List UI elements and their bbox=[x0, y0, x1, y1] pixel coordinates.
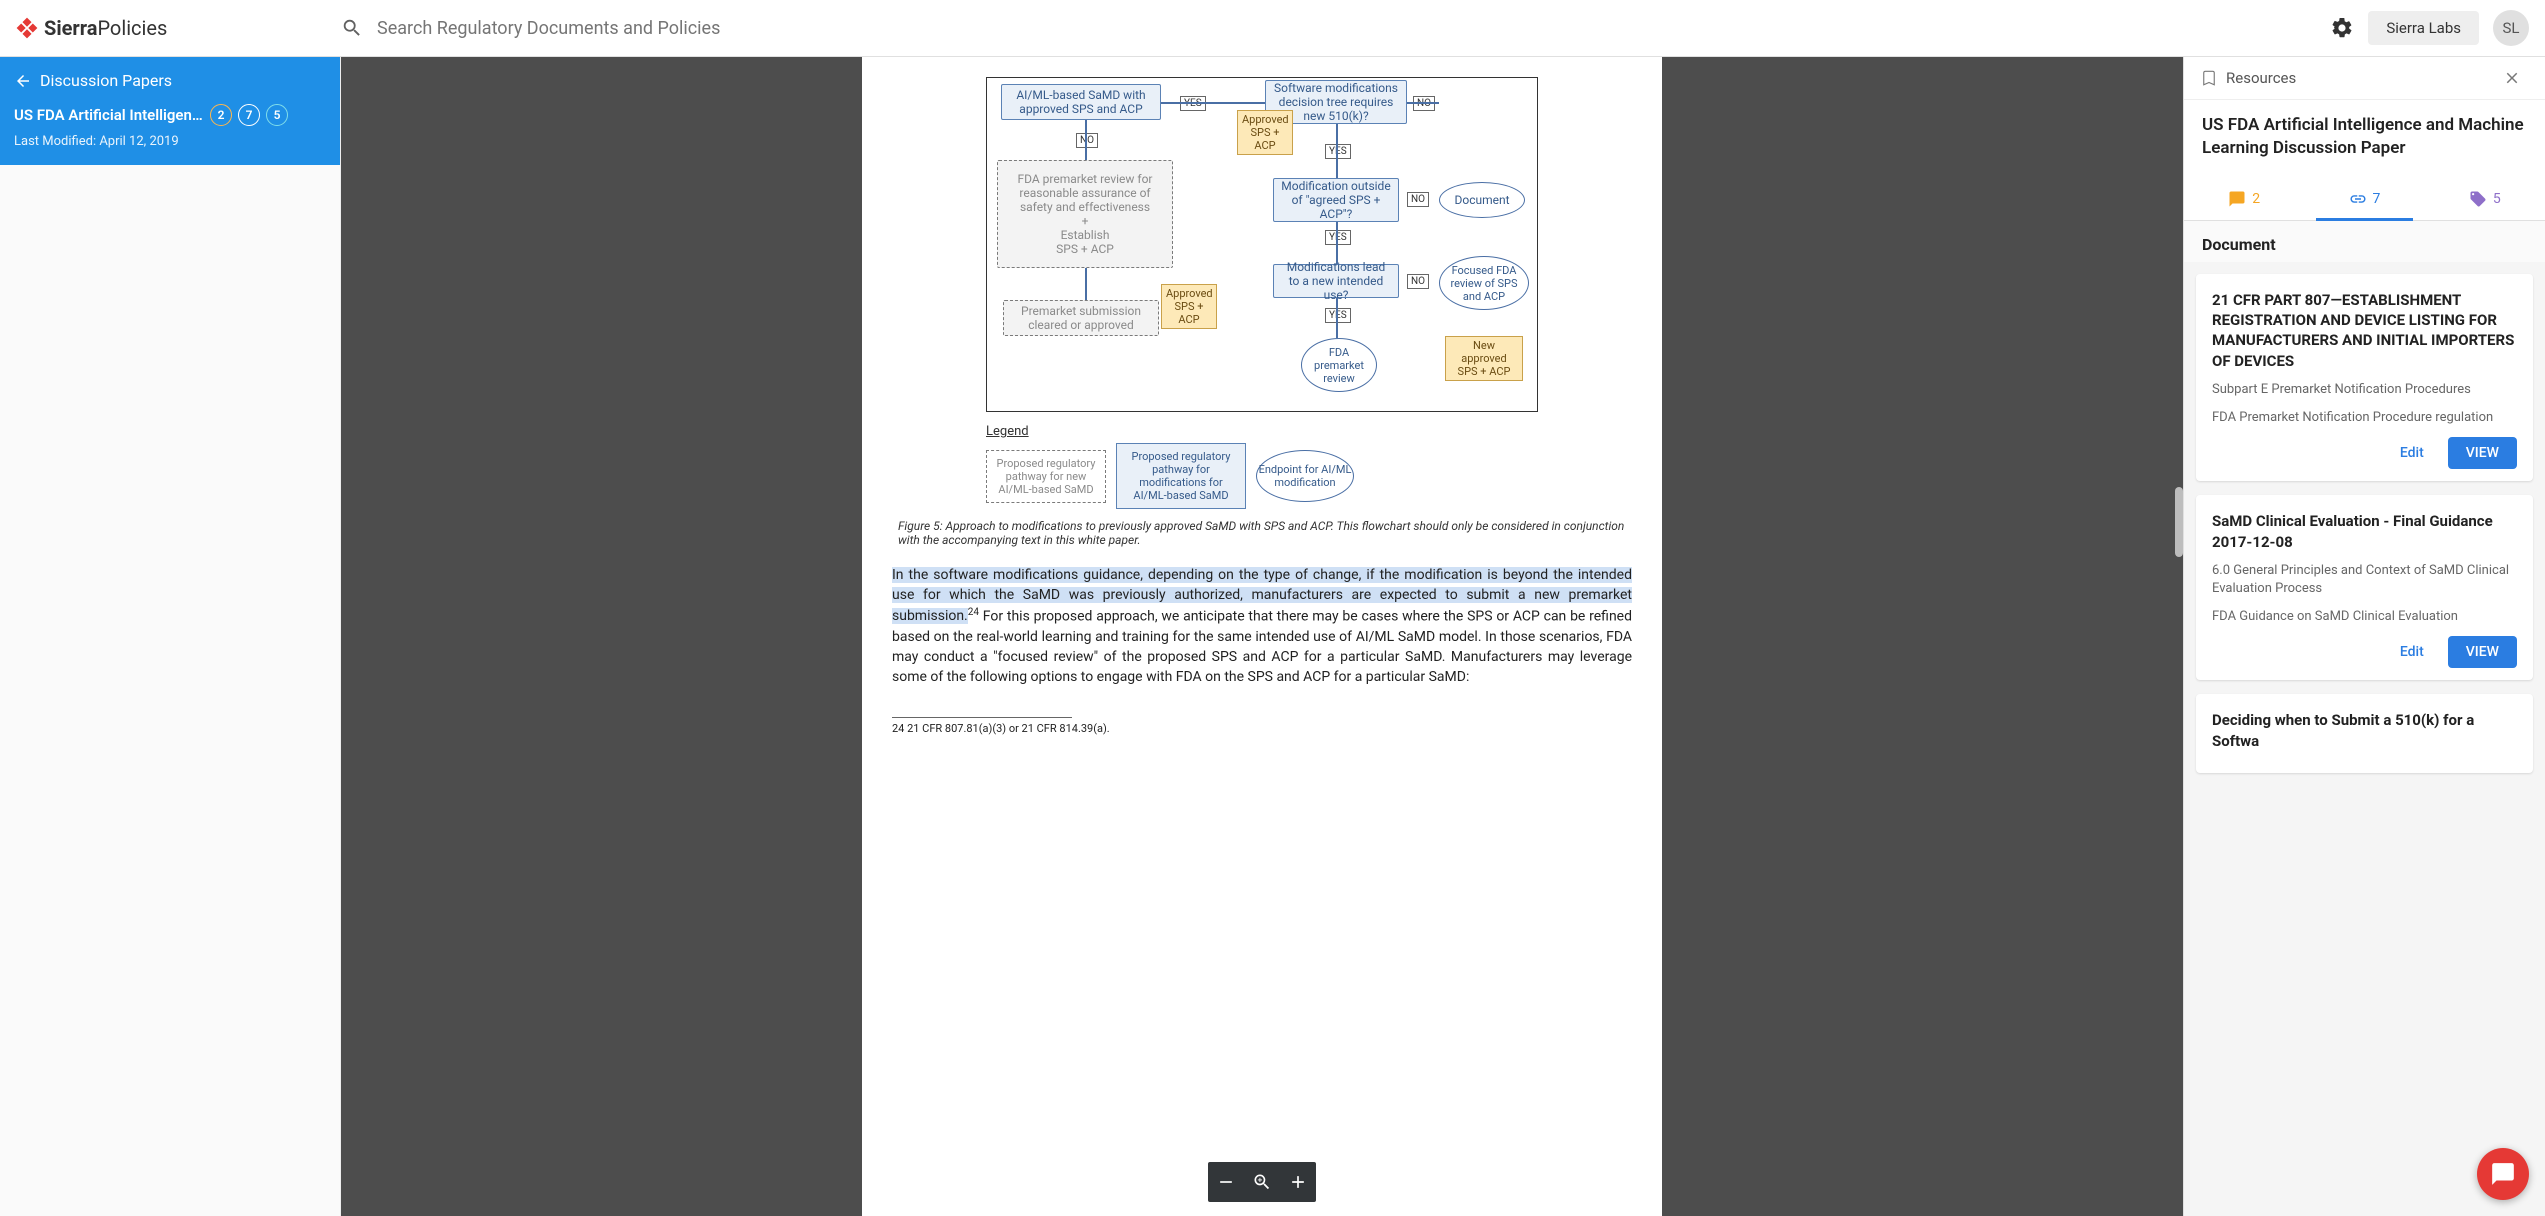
card-title: 21 CFR PART 807—ESTABLISHMENT REGISTRATI… bbox=[2212, 290, 2517, 371]
superscript: 24 bbox=[968, 607, 979, 618]
resource-card: 21 CFR PART 807—ESTABLISHMENT REGISTRATI… bbox=[2196, 274, 2533, 481]
legend: Legend Proposed regulatory pathway for n… bbox=[986, 424, 1538, 509]
org-switcher[interactable]: Sierra Labs bbox=[2368, 11, 2479, 45]
body-rest: For this proposed approach, we anticipat… bbox=[892, 608, 1632, 685]
body-paragraph: In the software modifications guidance, … bbox=[892, 565, 1632, 687]
logo-text: SierraPolicies bbox=[44, 16, 167, 40]
card-description: FDA Guidance on SaMD Clinical Evaluation bbox=[2212, 608, 2517, 626]
footnote-rule bbox=[892, 717, 1072, 718]
resource-card: Deciding when to Submit a 510(k) for a S… bbox=[2196, 694, 2533, 773]
close-icon[interactable] bbox=[2503, 69, 2521, 87]
fc-oval-premarket: FDA premarket review bbox=[1301, 338, 1377, 392]
doc-title-row: US FDA Artificial Intelligence and Mach…… bbox=[14, 104, 326, 126]
chat-fab[interactable] bbox=[2477, 1148, 2529, 1200]
main: Discussion Papers US FDA Artificial Inte… bbox=[0, 57, 2545, 1216]
fc-node-cleared: Premarket submission cleared or approved bbox=[1003, 300, 1159, 336]
tab-tags-count: 5 bbox=[2493, 191, 2501, 207]
resources-section-title: Document bbox=[2184, 221, 2545, 262]
tab-tags[interactable]: 5 bbox=[2425, 178, 2545, 220]
fc-yes-3: YES bbox=[1325, 230, 1351, 245]
zoom-toolbar bbox=[1208, 1162, 1316, 1202]
back-link[interactable]: Discussion Papers bbox=[14, 71, 326, 90]
arrow-left-icon bbox=[14, 72, 32, 90]
tag-icon bbox=[2469, 190, 2487, 208]
legend-title: Legend bbox=[986, 424, 1538, 439]
card-subtitle: Subpart E Premarket Notification Procedu… bbox=[2212, 381, 2517, 399]
tab-links[interactable]: 7 bbox=[2304, 178, 2424, 220]
zoom-in-button[interactable] bbox=[1280, 1162, 1316, 1202]
fc-yes-2: YES bbox=[1325, 144, 1351, 159]
resources-header: Resources bbox=[2184, 57, 2545, 100]
footnote: 24 21 CFR 807.81(a)(3) or 21 CFR 814.39(… bbox=[892, 722, 1632, 735]
fc-node-new-intended-use: Modifications lead to a new intended use… bbox=[1273, 264, 1399, 298]
resources-panel: Resources US FDA Artificial Intelligence… bbox=[2183, 57, 2545, 1216]
zoom-reset-button[interactable] bbox=[1244, 1162, 1280, 1202]
fc-node-start: AI/ML-based SaMD with approved SPS and A… bbox=[1001, 84, 1161, 120]
sidebar-doc-header: Discussion Papers US FDA Artificial Inte… bbox=[0, 57, 340, 165]
resources-title: Resources bbox=[2226, 69, 2503, 87]
fc-yes-1: YES bbox=[1180, 96, 1206, 111]
link-icon bbox=[2349, 190, 2367, 208]
last-modified: Last Modified: April 12, 2019 bbox=[14, 134, 326, 149]
fc-node-outside-acp: Modification outside of "agreed SPS + AC… bbox=[1273, 178, 1399, 222]
scrollbar-thumb[interactable] bbox=[2175, 487, 2183, 557]
card-description: FDA Premarket Notification Procedure reg… bbox=[2212, 409, 2517, 427]
fc-tag-1: Approved SPS + ACP bbox=[1237, 110, 1293, 155]
avatar[interactable]: SL bbox=[2493, 10, 2529, 46]
comment-icon bbox=[2228, 190, 2246, 208]
zoom-out-button[interactable] bbox=[1208, 1162, 1244, 1202]
fc-no-2: NO bbox=[1076, 133, 1098, 148]
fc-node-premarket-review: FDA premarket review for reasonable assu… bbox=[997, 160, 1173, 268]
card-subtitle: 6.0 General Principles and Context of Sa… bbox=[2212, 562, 2517, 598]
edit-button[interactable]: Edit bbox=[2386, 437, 2438, 469]
doc-title: US FDA Artificial Intelligence and Mach… bbox=[14, 106, 204, 124]
fc-no-4: NO bbox=[1407, 274, 1429, 289]
fc-no-3: NO bbox=[1407, 192, 1429, 207]
card-title: SaMD Clinical Evaluation - Final Guidanc… bbox=[2212, 511, 2517, 552]
resources-doc-title: US FDA Artificial Intelligence and Machi… bbox=[2184, 100, 2545, 178]
resource-cards: 21 CFR PART 807—ESTABLISHMENT REGISTRATI… bbox=[2184, 262, 2545, 1216]
plus-icon bbox=[1288, 1172, 1308, 1192]
tab-comments-count: 2 bbox=[2252, 191, 2260, 207]
logo-icon bbox=[16, 17, 38, 39]
legend-endpoint: Endpoint for AI/ML modification bbox=[1256, 450, 1354, 502]
fc-tag-3: New approved SPS + ACP bbox=[1445, 336, 1523, 381]
tab-comments[interactable]: 2 bbox=[2184, 178, 2304, 220]
edit-button[interactable]: Edit bbox=[2386, 636, 2438, 668]
chat-icon bbox=[2490, 1161, 2516, 1187]
fc-oval-focused: Focused FDA review of SPS and ACP bbox=[1439, 256, 1529, 310]
flowchart-figure: AI/ML-based SaMD with approved SPS and A… bbox=[986, 77, 1538, 412]
search-bar[interactable] bbox=[341, 17, 2330, 39]
links-badge: 7 bbox=[238, 104, 260, 126]
minus-icon bbox=[1216, 1172, 1236, 1192]
figure-caption: Figure 5: Approach to modifications to p… bbox=[898, 519, 1626, 547]
fc-oval-document: Document bbox=[1439, 182, 1525, 218]
fc-yes-4: YES bbox=[1325, 308, 1351, 323]
document-viewer: AI/ML-based SaMD with approved SPS and A… bbox=[341, 57, 2183, 1216]
header-actions: Sierra Labs SL bbox=[2330, 10, 2529, 46]
back-label: Discussion Papers bbox=[40, 71, 172, 90]
app-header: SierraPolicies Sierra Labs SL bbox=[0, 0, 2545, 57]
gear-icon[interactable] bbox=[2330, 16, 2354, 40]
logo[interactable]: SierraPolicies bbox=[16, 16, 341, 40]
search-input[interactable] bbox=[377, 18, 977, 39]
bookmark-icon bbox=[2200, 69, 2218, 87]
zoom-icon bbox=[1252, 1172, 1272, 1192]
resource-card: SaMD Clinical Evaluation - Final Guidanc… bbox=[2196, 495, 2533, 680]
fc-no-1: NO bbox=[1413, 96, 1435, 111]
resources-tabs: 2 7 5 bbox=[2184, 178, 2545, 221]
document-page: AI/ML-based SaMD with approved SPS and A… bbox=[862, 57, 1662, 1216]
fc-tag-2: Approved SPS + ACP bbox=[1161, 284, 1217, 329]
view-button[interactable]: VIEW bbox=[2448, 636, 2517, 668]
legend-proposed-new: Proposed regulatory pathway for new AI/M… bbox=[986, 450, 1106, 503]
comments-badge: 2 bbox=[210, 104, 232, 126]
legend-proposed-mod: Proposed regulatory pathway for modifica… bbox=[1116, 443, 1246, 509]
tags-badge: 5 bbox=[266, 104, 288, 126]
tab-links-count: 7 bbox=[2373, 191, 2381, 207]
search-icon bbox=[341, 17, 363, 39]
view-button[interactable]: VIEW bbox=[2448, 437, 2517, 469]
card-title: Deciding when to Submit a 510(k) for a S… bbox=[2212, 710, 2517, 751]
sidebar: Discussion Papers US FDA Artificial Inte… bbox=[0, 57, 341, 1216]
